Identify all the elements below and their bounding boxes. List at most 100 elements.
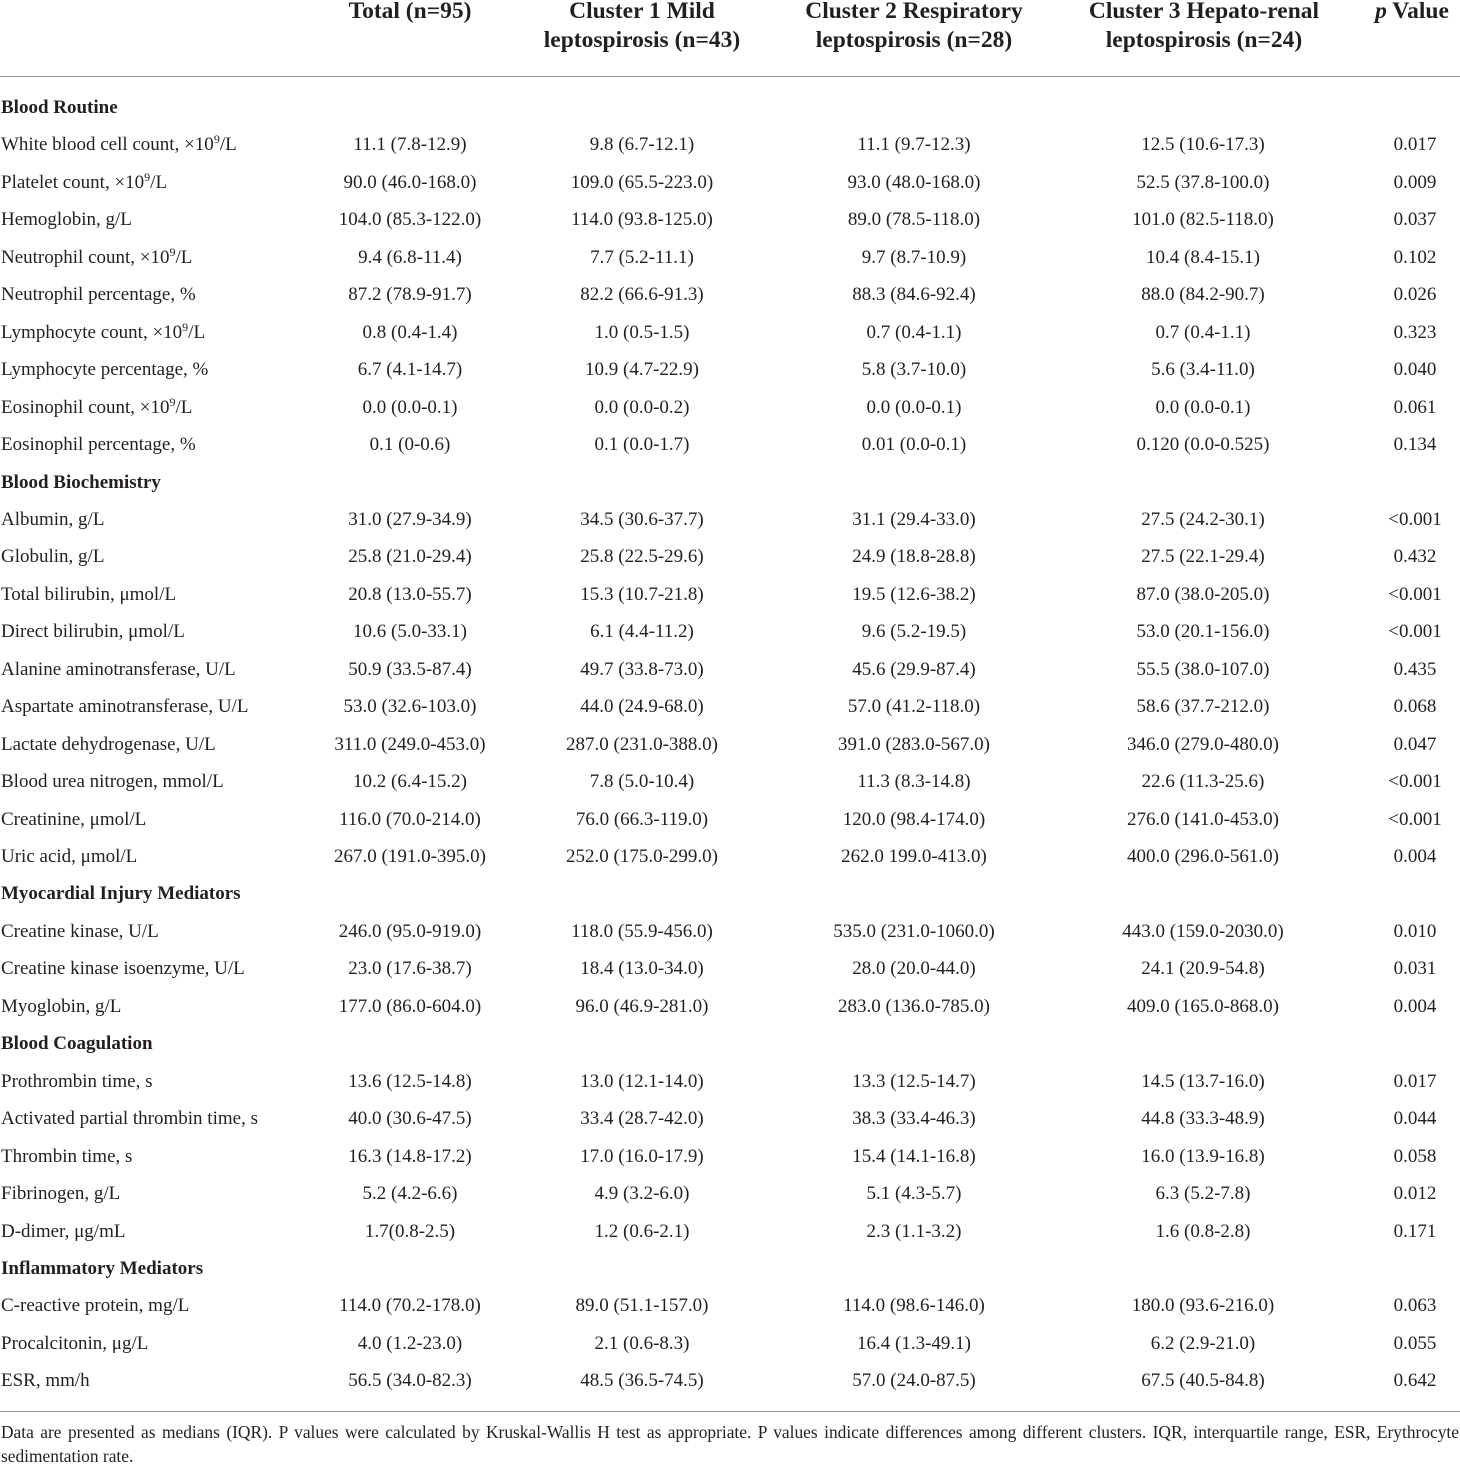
- cell-total: 1.7(0.8-2.5): [364, 1220, 456, 1242]
- cell-c1: 4.9 (3.2-6.0): [594, 1183, 690, 1205]
- cell-p: <0.001: [1388, 508, 1442, 530]
- row-label: Creatine kinase isoenzyme, U/L: [1, 958, 245, 980]
- table-row: Hemoglobin, g/L 104.0 (85.3-122.0) 114.0 (…: [0, 201, 1460, 239]
- table-row: Alanine aminotransferase, U/L 50.9 (33.5-…: [0, 651, 1460, 689]
- row-label: ESR, mm/h: [1, 1370, 90, 1392]
- cell-c3: 27.5 (24.2-30.1): [1141, 508, 1265, 530]
- table-row: Activated partial thrombin time, s 40.0 (…: [0, 1100, 1460, 1138]
- row-label: Neutrophil percentage, %: [1, 284, 196, 306]
- cell-p: 0.004: [1393, 846, 1437, 867]
- bottom-rule: [0, 1411, 1460, 1412]
- table-row: Fibrinogen, g/L 5.2 (4.2-6.6) 4.9 (3.2-6.0…: [0, 1175, 1460, 1213]
- cell-c2: 391.0 (283.0-567.0): [838, 733, 990, 755]
- table-row: Creatine kinase isoenzyme, U/L 23.0 (17.6…: [0, 950, 1460, 988]
- cell-p: 0.009: [1393, 171, 1437, 193]
- row-label: Procalcitonin, μg/L: [1, 1332, 149, 1354]
- cell-total: 50.9 (33.5-87.4): [348, 658, 472, 680]
- header-cluster-1: Cluster 1 Mild leptospirosis (n=43): [543, 0, 741, 53]
- cell-c2: 38.3 (33.4-46.3): [852, 1108, 976, 1130]
- cell-c2: 45.6 (29.9-87.4): [852, 658, 976, 680]
- cell-p: 0.171: [1393, 1220, 1437, 1242]
- row-label: Albumin, g/L: [1, 508, 105, 530]
- section-title: Inflammatory Mediators: [1, 1257, 204, 1279]
- cell-c2: 57.0 (41.2-118.0): [847, 696, 981, 718]
- header-rule: [0, 76, 1460, 77]
- row-label: Myoglobin, g/L: [1, 995, 122, 1017]
- section-header-row: Inflammatory Mediators: [0, 1250, 1460, 1288]
- table-row: Myoglobin, g/L 177.0 (86.0-604.0) 96.0 (46…: [0, 988, 1460, 1026]
- cell-c2: 11.1 (9.7-12.3): [857, 134, 971, 156]
- cell-c3: 400.0 (296.0-561.0): [1127, 846, 1279, 867]
- row-label: Lymphocyte percentage, %: [1, 359, 209, 381]
- cell-c2: 13.3 (12.5-14.7): [852, 1070, 976, 1092]
- cell-total: 31.0 (27.9-34.9): [348, 508, 472, 530]
- cell-p: 0.055: [1393, 1332, 1437, 1354]
- cell-total: 90.0 (46.0-168.0): [343, 171, 477, 193]
- section-title: Blood Routine: [1, 97, 118, 118]
- cell-c1: 1.2 (0.6-2.1): [594, 1220, 690, 1242]
- cell-c3: 52.5 (37.8-100.0): [1136, 171, 1270, 193]
- cell-c1: 18.4 (13.0-34.0): [580, 958, 704, 980]
- cell-c1: 44.0 (24.9-68.0): [580, 696, 704, 718]
- table-footnote: Data are presented as medians (IQR). P v…: [1, 1422, 1459, 1466]
- cell-c2: 24.9 (18.8-28.8): [852, 546, 976, 568]
- cell-c2: 19.5 (12.6-38.2): [852, 583, 976, 605]
- row-label: Neutrophil count, ×109/L: [1, 244, 193, 268]
- table-row: Procalcitonin, μg/L 4.0 (1.2-23.0) 2.1 (0.…: [0, 1325, 1460, 1363]
- table-row: Creatine kinase, U/L 246.0 (95.0-919.0) 11…: [0, 913, 1460, 951]
- cell-c2: 88.3 (84.6-92.4): [852, 284, 976, 306]
- table-row: Direct bilirubin, μmol/L 10.6 (5.0-33.1) 6…: [0, 613, 1460, 651]
- cell-total: 10.2 (6.4-15.2): [353, 771, 467, 793]
- cell-c2: 31.1 (29.4-33.0): [852, 508, 976, 530]
- cell-c3: 14.5 (13.7-16.0): [1141, 1070, 1265, 1092]
- cell-c2: 0.7 (0.4-1.1): [866, 321, 962, 343]
- cell-p: 0.061: [1393, 396, 1437, 418]
- row-label: Direct bilirubin, μmol/L: [1, 621, 185, 643]
- cell-c3: 16.0 (13.9-16.8): [1141, 1145, 1265, 1167]
- cell-total: 267.0 (191.0-395.0): [334, 846, 486, 867]
- cell-c1: 252.0 (175.0-299.0): [566, 846, 718, 867]
- cell-c3: 53.0 (20.1-156.0): [1136, 621, 1270, 643]
- cell-p: 0.063: [1393, 1295, 1437, 1317]
- cell-p: 0.012: [1393, 1183, 1437, 1205]
- row-label: Creatine kinase, U/L: [1, 920, 159, 942]
- cell-p: <0.001: [1388, 621, 1442, 643]
- cell-c3: 5.6 (3.4-11.0): [1151, 359, 1255, 381]
- cell-c1: 7.7 (5.2-11.1): [590, 246, 694, 268]
- cell-p: 0.102: [1393, 246, 1437, 268]
- cell-p: <0.001: [1388, 808, 1442, 830]
- cell-p: 0.323: [1393, 321, 1437, 343]
- cell-c2: 89.0 (78.5-118.0): [847, 209, 981, 231]
- cell-c3: 180.0 (93.6-216.0): [1131, 1295, 1275, 1317]
- table-row: Blood urea nitrogen, mmol/L 10.2 (6.4-15.…: [0, 763, 1460, 801]
- cell-c1: 7.8 (5.0-10.4): [589, 771, 695, 793]
- cell-p: 0.058: [1393, 1145, 1437, 1167]
- cell-total: 0.0 (0.0-0.1): [362, 396, 458, 418]
- cell-c3: 87.0 (38.0-205.0): [1136, 583, 1270, 605]
- cell-total: 10.6 (5.0-33.1): [353, 621, 467, 643]
- cell-c2: 120.0 (98.4-174.0): [842, 808, 986, 830]
- table-row: Neutrophil count, ×109/L 9.4 (6.8-11.4) 7.…: [0, 239, 1460, 277]
- cell-p: <0.001: [1388, 583, 1442, 605]
- cell-p: 0.010: [1393, 920, 1437, 942]
- cell-c3: 101.0 (82.5-118.0): [1132, 209, 1274, 231]
- cell-total: 53.0 (32.6-103.0): [343, 696, 477, 718]
- section-header-row: Myocardial Injury Mediators: [0, 875, 1460, 913]
- table-row: Thrombin time, s 16.3 (14.8-17.2) 17.0 (16…: [0, 1138, 1460, 1176]
- cell-c3: 0.0 (0.0-0.1): [1155, 396, 1251, 418]
- table-row: Albumin, g/L 31.0 (27.9-34.9) 34.5 (30.6-3…: [0, 501, 1460, 539]
- cell-c1: 1.0 (0.5-1.5): [594, 321, 690, 343]
- cell-c3: 44.8 (33.3-48.9): [1141, 1108, 1265, 1130]
- cell-c3: 1.6 (0.8-2.8): [1155, 1220, 1251, 1242]
- cell-total: 114.0 (70.2-178.0): [339, 1295, 481, 1317]
- cell-total: 16.3 (14.8-17.2): [348, 1145, 472, 1167]
- cell-p: <0.001: [1388, 771, 1442, 793]
- row-label: Uric acid, μmol/L: [1, 846, 138, 867]
- row-label: Aspartate aminotransferase, U/L: [1, 696, 249, 718]
- row-label: Lymphocyte count, ×109/L: [1, 319, 206, 343]
- cell-c2: 16.4 (1.3-49.1): [857, 1332, 971, 1354]
- cell-c3: 55.5 (38.0-107.0): [1136, 658, 1270, 680]
- cell-p: 0.044: [1393, 1108, 1437, 1130]
- section-header-row: Blood Biochemistry: [0, 464, 1460, 502]
- row-label: Hemoglobin, g/L: [1, 209, 132, 231]
